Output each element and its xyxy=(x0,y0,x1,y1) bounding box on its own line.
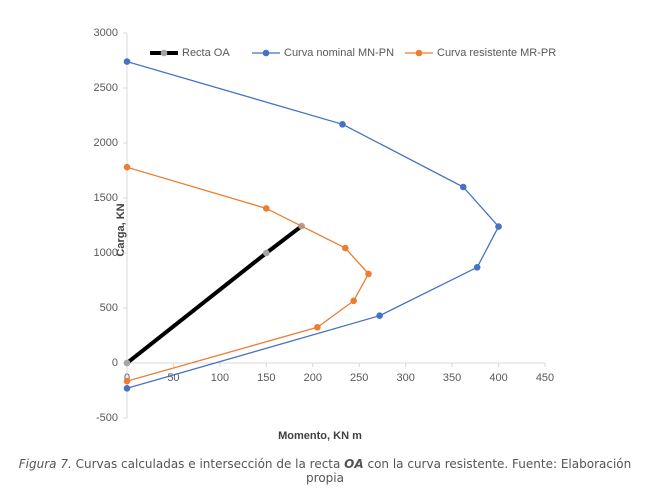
point xyxy=(123,163,131,171)
point xyxy=(365,270,372,278)
point xyxy=(339,121,346,128)
point xyxy=(123,58,131,65)
x-tick-label: 400 xyxy=(489,372,507,384)
x-tick-label: 50 xyxy=(167,372,179,384)
y-tick-label: 2000 xyxy=(94,137,118,149)
y-tick-label: -500 xyxy=(96,412,118,424)
x-tick-label: 150 xyxy=(257,372,275,384)
legend-label: Curva nominal MN-PN xyxy=(284,47,394,59)
point xyxy=(459,183,467,191)
x-tick-label: 100 xyxy=(211,372,229,384)
caption-label: Figura 7. xyxy=(18,457,72,471)
y-axis-title: Carga, KN xyxy=(115,203,127,256)
x-tick-label: 300 xyxy=(396,372,414,384)
point xyxy=(350,297,357,305)
point xyxy=(341,244,349,252)
point xyxy=(123,359,131,367)
legend-label: Curva resistente MR-PR xyxy=(437,47,556,59)
y-tick-label: 1500 xyxy=(94,192,118,204)
x-tick-label: 200 xyxy=(304,372,322,384)
legend-marker xyxy=(262,49,270,57)
x-tick-label: 350 xyxy=(443,372,461,384)
point xyxy=(495,223,502,230)
y-tick-label: 1000 xyxy=(94,247,118,259)
legend-marker xyxy=(415,49,423,57)
point xyxy=(473,264,481,271)
x-axis-title: Momento, KN m xyxy=(278,430,362,442)
x-tick-label: 450 xyxy=(536,372,554,384)
legend-label: Recta OA xyxy=(182,47,230,59)
point xyxy=(123,377,131,385)
y-tick-label: 2500 xyxy=(94,82,118,94)
caption: Figura 7. Curvas calculadas e intersecci… xyxy=(0,457,650,485)
point xyxy=(263,205,270,212)
point xyxy=(123,385,131,392)
caption-emphasis: OA xyxy=(344,457,364,471)
y-tick-label: 500 xyxy=(100,302,118,314)
point xyxy=(263,249,270,257)
point xyxy=(376,312,383,320)
x-tick-label: 250 xyxy=(350,372,368,384)
series-line xyxy=(126,166,370,382)
chart: Momento, KN m Carga, KN -500 0 500 1000 1500… xyxy=(94,27,557,442)
series-line xyxy=(126,60,500,389)
y-tick-label: 3000 xyxy=(94,27,118,39)
y-tick-label: 0 xyxy=(112,357,118,369)
point xyxy=(314,323,321,331)
legend-marker xyxy=(160,49,168,57)
caption-text: con la curva resistente. Fuente: Elabora… xyxy=(306,457,632,485)
series-line xyxy=(125,224,303,365)
caption-text: Curvas calculadas e intersección de la r… xyxy=(71,457,345,471)
